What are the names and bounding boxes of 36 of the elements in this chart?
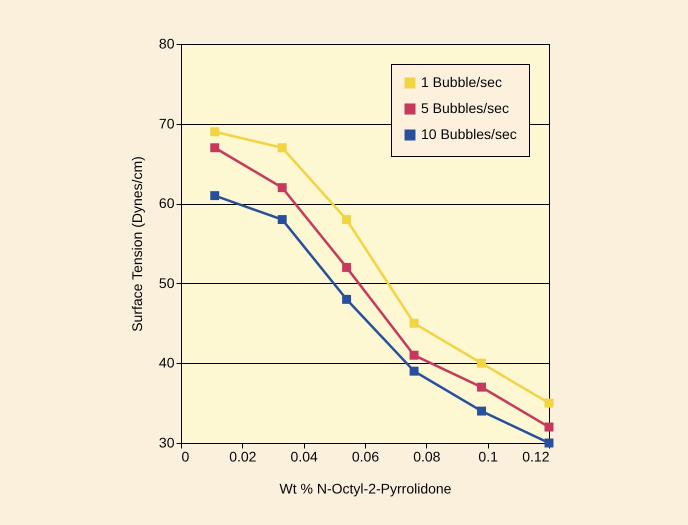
y-tick-label: 70 [158,115,175,132]
point [410,366,419,376]
x-tick-label: 0.06 [352,448,380,464]
y-tick-label: 30 [158,434,175,450]
point [544,398,554,408]
point [477,358,486,368]
y-tick-label: 60 [158,195,175,212]
point [410,350,419,360]
x-tick-label: 0.08 [413,448,441,464]
point [278,143,287,152]
point [477,406,486,416]
point [342,215,352,224]
y-tick-label: 80 [158,36,175,52]
point [278,183,287,192]
y-axis-title: Surface Tension (Dynes/cm) [128,156,145,332]
point [278,215,287,224]
point [210,143,220,152]
legend-label: 5 Bubbles/sec [421,100,509,116]
y-tick-label: 50 [158,274,175,291]
y-tick-label: 40 [158,354,175,371]
legend-label: 10 Bubbles/sec [421,126,517,142]
x-axis-title: Wt % N-Octyl-2-Pyrrolidone [280,480,452,496]
x-tick-label: 0.1 [478,448,498,464]
x-tick-label: 0.12 [522,448,550,464]
point [544,438,554,448]
point [342,294,352,304]
point [477,382,486,392]
legend-label: 1 Bubble/sec [421,74,502,90]
x-tick-label: 0 [182,448,190,464]
x-tick-label: 0.02 [229,448,257,464]
point [210,127,220,136]
x-tick-label: 0.04 [290,448,318,464]
point [210,191,220,200]
point [544,422,554,432]
point [342,262,352,272]
point [410,318,419,328]
